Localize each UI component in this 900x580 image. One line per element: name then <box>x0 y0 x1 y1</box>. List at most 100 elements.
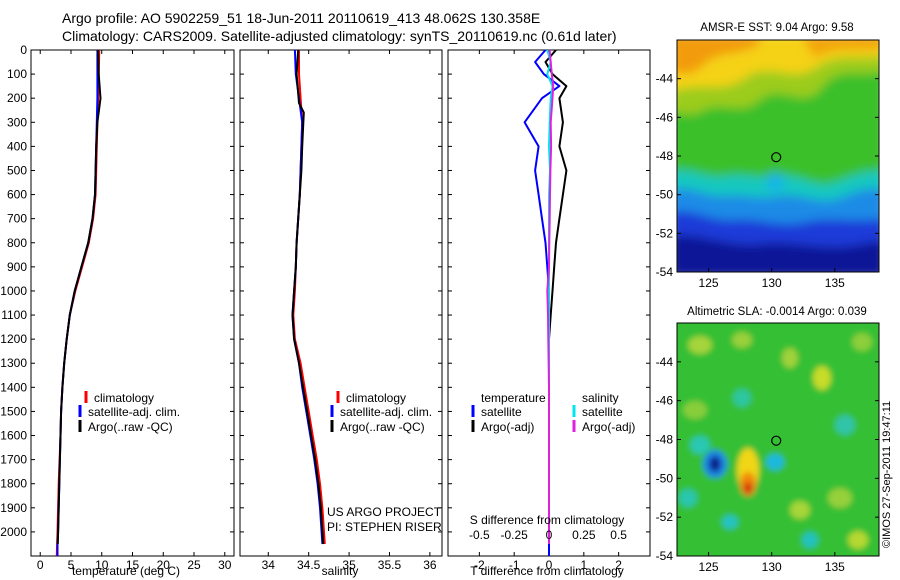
x-tick-label: 35 <box>342 558 356 572</box>
map-x-tick-label: 125 <box>699 276 719 290</box>
x2-tick-label: 0 <box>546 528 553 542</box>
map-x-tick-label: 125 <box>699 560 719 574</box>
x-tick-label: 0 <box>37 558 44 572</box>
x-tick-label: 2 <box>615 558 622 572</box>
map-y-tick-label: -46 <box>656 394 674 408</box>
x-tick-label: 0 <box>546 558 553 572</box>
legend-label-satellite: satellite-adj. clim. <box>340 405 432 419</box>
depth-tick-label: 300 <box>7 115 27 129</box>
depth-tick-label: 1500 <box>0 404 27 418</box>
map-y-tick-label: -44 <box>656 72 674 86</box>
temperature-axes <box>30 49 235 557</box>
x-tick-label: 20 <box>157 558 171 572</box>
salinity-axis-label: salinity <box>322 564 359 578</box>
x-tick-label: -1 <box>509 558 520 572</box>
temperature-legend: climatology satellite-adj. clim. Argo(..… <box>78 391 180 434</box>
x2-tick-label: -0.25 <box>500 528 528 542</box>
difference-plot: -2 -1 0 1 2 -0.5 -0.25 0 0.25 0.5 <box>469 49 627 572</box>
salinity-legend: climatology satellite-adj. clim. Argo(..… <box>330 391 432 434</box>
x2-tick-label: 0.5 <box>610 528 627 542</box>
map-x-tick-label: 135 <box>825 276 845 290</box>
x2-tick-label: -0.5 <box>469 528 490 542</box>
figure-title-line1: Argo profile: AO 5902259_51 18-Jun-2011 … <box>62 10 540 26</box>
sst-map-ticks: 125 130 135 -44 -46 -48 -50 -52 -54 <box>656 72 879 290</box>
depth-tick-label: 1200 <box>0 332 27 346</box>
s-difference-axis-label: S difference from climatology <box>470 513 625 527</box>
t-difference-axis-label: T difference from climatology <box>470 564 624 578</box>
series-line-argo-raw-qc- <box>56 49 102 545</box>
project-name: US ARGO PROJECT <box>327 505 442 519</box>
map-y-tick-label: -54 <box>656 265 674 279</box>
legend-label-climatology: climatology <box>346 391 406 405</box>
depth-tick-label: 400 <box>7 139 27 153</box>
project-pi: PI: STEPHEN RISER <box>327 520 442 534</box>
series-line-climatology <box>55 49 101 557</box>
depth-tick-label: 1100 <box>1 308 27 322</box>
x2-tick-label: 0.25 <box>572 528 596 542</box>
sst-heatmap <box>677 40 879 272</box>
depth-tick-label: 1300 <box>0 356 27 370</box>
legend-heading-temperature: temperature <box>481 391 546 405</box>
temperature-plot: 0 5 10 15 20 25 30 <box>37 49 232 572</box>
salinity-axes <box>239 49 443 557</box>
series-line-temperature-satellite <box>523 49 561 556</box>
map-y-tick-label: -48 <box>656 433 674 447</box>
map-x-tick-label: 135 <box>825 560 845 574</box>
series-line-salinity-argo <box>546 49 555 544</box>
depth-tick-label: 600 <box>7 188 27 202</box>
depth-tick-label: 800 <box>7 236 27 250</box>
legend-label-temp-satellite: satellite <box>481 405 522 419</box>
map-y-tick-label: -52 <box>656 510 674 524</box>
x-tick-label: 36 <box>423 558 437 572</box>
depth-tick-label: 1400 <box>0 380 27 394</box>
legend-label-argo: Argo(..raw -QC) <box>88 420 173 434</box>
imos-credit: ©IMOS 27-Sep-2011 19:47:11 <box>881 401 893 548</box>
depth-tick-label: 700 <box>7 212 27 226</box>
x-tick-label: 34.5 <box>297 558 321 572</box>
map-y-tick-label: -48 <box>656 149 674 163</box>
series-line-satellite-adj-clim- <box>56 50 99 556</box>
depth-tick-labels: 0 100 200 300 400 500 600 700 800 900 1000 1100 1200… <box>0 43 650 539</box>
depth-tick-label: 100 <box>7 67 27 81</box>
legend-label-sal-argo: Argo(-adj) <box>582 420 635 434</box>
map-y-tick-label: -50 <box>656 188 674 202</box>
argo-float-marker <box>771 435 782 446</box>
map-x-tick-label: 130 <box>762 276 782 290</box>
x-tick-label: 34 <box>262 558 276 572</box>
depth-tick-label: 500 <box>7 163 27 177</box>
depth-tick-label: 1700 <box>0 453 27 467</box>
map-y-tick-label: -44 <box>656 355 674 369</box>
sla-map-title: Altimetric SLA: -0.0014 Argo: 0.039 <box>687 306 867 318</box>
legend-label-temp-argo: Argo(-adj) <box>481 420 534 434</box>
depth-tick-label: 0 <box>20 43 27 57</box>
map-x-tick-label: 130 <box>762 560 782 574</box>
depth-tick-label: 1600 <box>0 429 27 443</box>
depth-tick-label: 2000 <box>0 525 27 539</box>
depth-tick-label: 1900 <box>0 501 27 515</box>
depth-tick-label: 200 <box>7 91 27 105</box>
legend-heading-salinity: salinity <box>582 391 619 405</box>
depth-tick-label: 1800 <box>0 477 27 491</box>
legend-label-climatology: climatology <box>94 391 154 405</box>
x-tick-label: 5 <box>68 558 75 572</box>
depth-tick-label: 1000 <box>0 284 27 298</box>
map-y-tick-label: -52 <box>656 226 674 240</box>
x-tick-label: 35.5 <box>378 558 402 572</box>
sla-map-ticks: 125 130 135 -44 -46 -48 -50 -52 -54 <box>656 355 879 574</box>
legend-label-sal-satellite: satellite <box>582 405 623 419</box>
salinity-plot: 34 34.5 35 35.5 36 <box>262 49 437 572</box>
argo-float-marker <box>771 152 782 163</box>
x-tick-label: 10 <box>95 558 109 572</box>
sla-heatmap <box>677 323 879 556</box>
legend-label-satellite: satellite-adj. clim. <box>88 405 180 419</box>
difference-legend: temperature salinity satellite Argo(-adj… <box>471 391 635 434</box>
x-tick-label: 15 <box>126 558 140 572</box>
map-y-tick-label: -46 <box>656 110 674 124</box>
map-y-tick-label: -54 <box>656 549 674 563</box>
map-y-tick-label: -50 <box>656 471 674 485</box>
x-tick-label: 25 <box>187 558 201 572</box>
legend-label-argo: Argo(..raw -QC) <box>340 420 425 434</box>
depth-tick-label: 900 <box>7 260 27 274</box>
figure-title-line2: Climatology: CARS2009. Satellite-adjuste… <box>62 28 617 44</box>
